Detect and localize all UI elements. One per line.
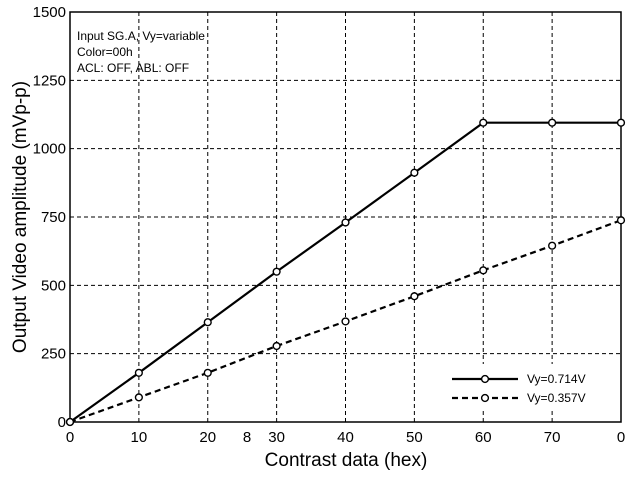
x-tick-label: 20 [199,429,216,446]
y-tick-label: 0 [58,414,66,431]
x-tick-label: 60 [475,429,492,446]
data-point [134,393,143,402]
data-point [479,266,488,275]
data-point [341,317,350,326]
y-tick-label: 1000 [33,141,66,158]
x-axis-title: Contrast data (hex) [265,450,428,471]
legend-label: Vy=0.357V [527,391,586,405]
data-point [272,267,281,276]
x-tick-label: 0 [66,429,74,446]
x-tick-label-extra: 8 [243,429,251,446]
grid [70,12,621,422]
y-tick-label: 250 [41,346,66,363]
data-point [65,417,75,427]
x-tick-label: 30 [268,429,285,446]
data-point [479,118,488,127]
legend: Vy=0.714V Vy=0.357V [452,372,586,405]
y-axis-ticks: 0 250 500 750 1000 1250 1500 [33,4,66,431]
data-point [616,216,626,225]
y-axis-title: Output Video amplitude (mVp-p) [10,81,31,353]
y-tick-label: 1250 [33,72,66,89]
x-axis-ticks: 0 10 20 30 40 50 60 70 0 [66,429,625,446]
x-tick-label: 40 [337,429,354,446]
legend-label: Vy=0.714V [527,372,586,386]
x-tick-label: 50 [406,429,423,446]
data-point [548,118,557,127]
data-point [548,241,557,250]
y-tick-label: 750 [41,209,66,226]
legend-box [448,364,616,408]
series [65,118,626,427]
x-tick-label: 70 [544,429,561,446]
y-tick-label: 500 [41,277,66,294]
data-point [272,341,281,351]
y-tick-label: 1500 [33,4,66,21]
data-point [203,368,212,377]
annotation-color: Color=00h [77,45,133,59]
annotation-acl-abl: ACL: OFF, ABL: OFF [77,61,189,75]
data-point [410,292,419,301]
x-tick-label: 10 [131,429,148,446]
data-point [203,318,212,327]
legend-marker [480,393,490,403]
data-point [410,168,419,177]
data-point [134,368,143,377]
data-point [341,218,350,227]
data-point [616,118,626,127]
annotation-input: Input SG.A, Vy=variable [77,29,205,43]
x-tick-label: 0 [617,429,625,446]
legend-marker [480,374,490,384]
annotation-block: Input SG.A, Vy=variable Color=00h ACL: O… [77,29,205,75]
